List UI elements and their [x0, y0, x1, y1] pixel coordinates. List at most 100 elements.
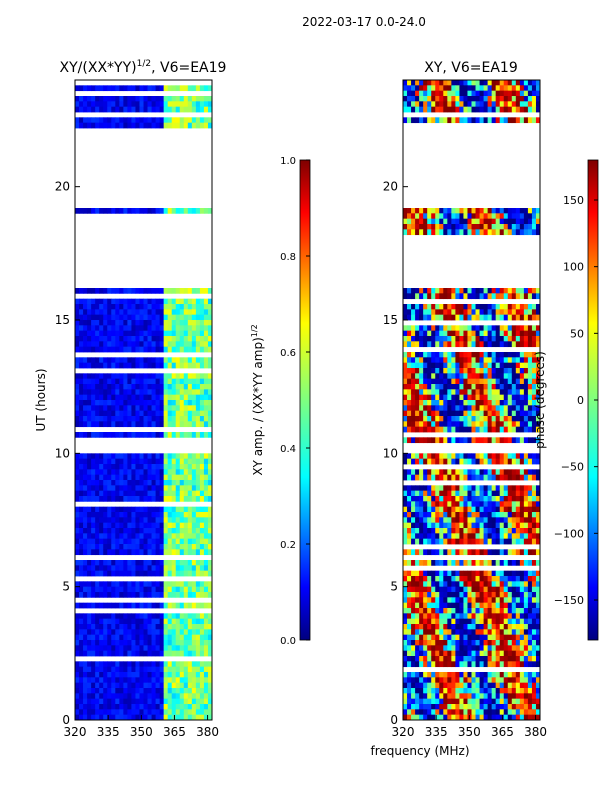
heatmap-cell	[75, 672, 80, 678]
heatmap-cell	[407, 592, 412, 598]
heatmap-cell	[131, 394, 136, 401]
heatmap-cell	[411, 362, 416, 369]
heatmap-cell	[99, 330, 104, 337]
heatmap-cell	[443, 229, 448, 236]
heatmap-cell	[523, 501, 529, 508]
heatmap-cell	[159, 117, 165, 124]
heatmap-cell	[135, 330, 140, 337]
heatmap-cell	[431, 592, 436, 598]
heatmap-cell	[187, 208, 193, 214]
heatmap-cell	[487, 378, 493, 385]
heatmap-cell	[207, 602, 212, 609]
heatmap-cell	[115, 640, 120, 646]
heatmap-cell	[123, 400, 128, 406]
heatmap-cell	[455, 576, 460, 582]
heatmap-cell	[151, 570, 156, 577]
heatmap-cell	[419, 581, 424, 588]
heatmap-cell	[191, 714, 197, 720]
heatmap-cell	[407, 608, 412, 614]
heatmap-cell	[103, 480, 108, 486]
heatmap-cell	[495, 293, 501, 300]
heatmap-cell	[135, 533, 140, 540]
heatmap-cell	[199, 544, 205, 550]
heatmap-cell	[163, 490, 169, 497]
heatmap-cell	[451, 373, 456, 380]
heatmap-cell	[419, 624, 424, 630]
heatmap-cell	[179, 485, 185, 492]
heatmap-cell	[439, 533, 444, 540]
heatmap-cell	[203, 453, 209, 460]
heatmap-cell	[159, 336, 165, 342]
heatmap-cell	[199, 474, 205, 481]
heatmap-cell	[407, 650, 412, 657]
heatmap-cell	[475, 288, 480, 294]
heatmap-cell	[439, 597, 444, 604]
heatmap-cell	[199, 421, 205, 428]
heatmap-cell	[207, 432, 212, 438]
heatmap-cell	[79, 490, 84, 497]
heatmap-cell	[187, 506, 193, 513]
heatmap-cell	[163, 693, 169, 700]
heatmap-cell	[75, 96, 80, 102]
heatmap-cell	[459, 560, 464, 566]
heatmap-cell	[407, 117, 412, 124]
heatmap-cell	[503, 368, 509, 374]
heatmap-cell	[147, 522, 152, 529]
heatmap-cell	[491, 512, 497, 518]
heatmap-cell	[111, 288, 116, 294]
heatmap-cell	[183, 432, 189, 438]
heatmap-cell	[499, 352, 505, 358]
heatmap-cell	[143, 96, 148, 102]
heatmap-cell	[179, 416, 185, 422]
heatmap-cell	[123, 677, 128, 684]
heatmap-cell	[459, 229, 464, 236]
heatmap-cell	[175, 325, 181, 332]
heatmap-cell	[183, 661, 189, 668]
heatmap-cell	[107, 298, 112, 305]
heatmap-cell	[183, 565, 189, 572]
heatmap-cell	[79, 373, 84, 380]
heatmap-cell	[139, 485, 144, 492]
heatmap-cell	[475, 314, 480, 321]
heatmap-cell	[175, 640, 181, 646]
heatmap-cell	[143, 208, 148, 214]
heatmap-cell	[87, 421, 92, 428]
heatmap-cell	[111, 661, 116, 668]
heatmap-cell	[487, 602, 493, 609]
heatmap-cell	[119, 485, 124, 492]
heatmap-cell	[127, 378, 132, 385]
heatmap-cell	[451, 410, 456, 417]
heatmap-cell	[155, 661, 161, 668]
heatmap-cell	[127, 400, 132, 406]
heatmap-cell	[455, 106, 460, 113]
heatmap-cell	[95, 208, 100, 214]
heatmap-cell	[455, 645, 460, 652]
heatmap-cell	[167, 650, 173, 657]
heatmap-cell	[423, 405, 428, 412]
heatmap-cell	[491, 208, 497, 214]
heatmap-cell	[487, 80, 493, 86]
heatmap-cell	[515, 389, 521, 396]
heatmap-cell	[527, 437, 533, 444]
heatmap-cell	[99, 666, 104, 673]
heatmap-cell	[91, 320, 96, 326]
heatmap-cell	[159, 405, 165, 412]
heatmap-cell	[531, 80, 537, 86]
heatmap-cell	[99, 309, 104, 316]
heatmap-cell	[183, 618, 189, 625]
heatmap-cell	[95, 677, 100, 684]
heatmap-cell	[503, 624, 509, 630]
heatmap-cell	[119, 314, 124, 321]
heatmap-cell	[463, 373, 468, 380]
heatmap-cell	[475, 229, 480, 236]
heatmap-cell	[527, 538, 533, 545]
heatmap-cell	[155, 586, 161, 593]
heatmap-cell	[427, 581, 432, 588]
heatmap-cell	[495, 618, 501, 625]
heatmap-cell	[139, 298, 144, 305]
heatmap-cell	[515, 426, 521, 433]
heatmap-cell	[163, 538, 169, 545]
heatmap-cell	[75, 341, 80, 348]
heatmap-cell	[407, 458, 412, 465]
heatmap-cell	[475, 304, 480, 310]
